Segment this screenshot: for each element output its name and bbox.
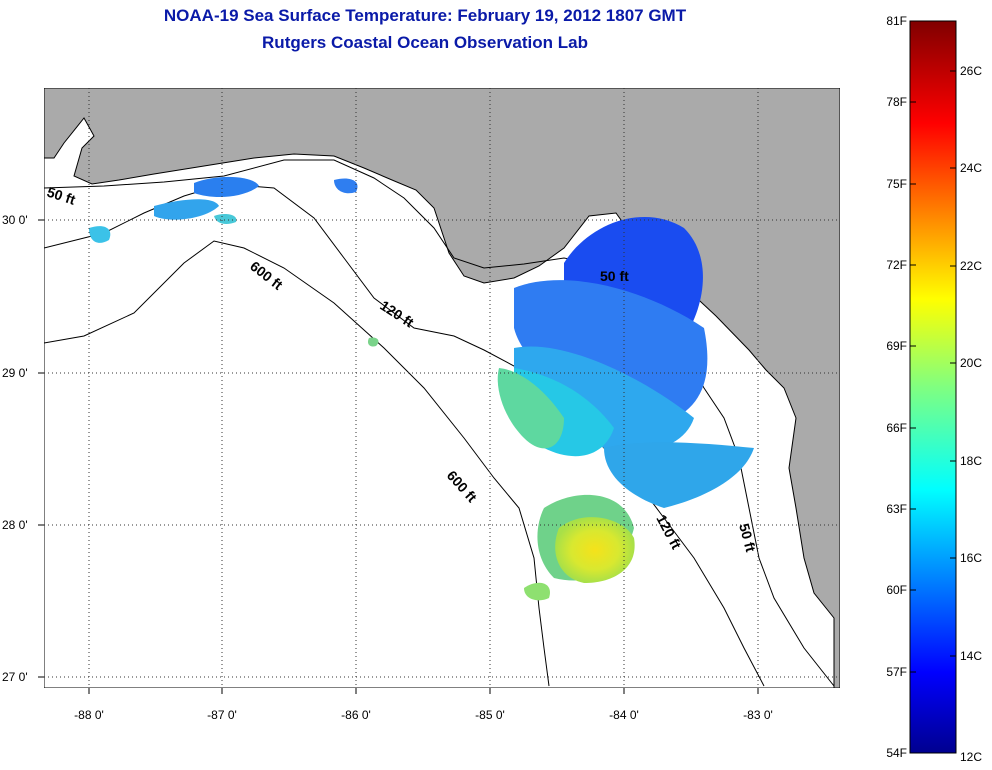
lat-tick-label: 30 0' [2, 213, 28, 227]
fahrenheit-label: 63F [886, 502, 907, 516]
lat-tick-label: 29 0' [2, 366, 28, 380]
celsius-label: 20C [960, 356, 982, 370]
axis-labels: 30 0' 29 0' 28 0' 27 0' -88 0' -87 0' -8… [2, 213, 773, 722]
lat-tick-label: 28 0' [2, 518, 28, 532]
fahrenheit-label: 60F [886, 583, 907, 597]
celsius-label: 26C [960, 64, 982, 78]
lon-tick-label: -87 0' [207, 708, 237, 722]
contour-label: 50 ft [736, 522, 759, 554]
lon-tick-label: -88 0' [74, 708, 104, 722]
lon-tick-label: -86 0' [341, 708, 371, 722]
fahrenheit-label: 75F [886, 177, 907, 191]
celsius-label: 16C [960, 551, 982, 565]
graticule [44, 88, 840, 688]
lat-tick-label: 27 0' [2, 670, 28, 684]
fahrenheit-label: 69F [886, 339, 907, 353]
contour-line-50ft [44, 159, 835, 687]
sst-map: 50 ft 600 ft 120 ft 50 ft 600 ft 120 ft … [44, 88, 840, 688]
map-title: NOAA-19 Sea Surface Temperature: Februar… [163, 6, 687, 25]
celsius-label: 14C [960, 649, 982, 663]
celsius-label: 22C [960, 259, 982, 273]
celsius-label: 24C [960, 161, 982, 175]
sst-data-layer [89, 176, 754, 601]
fahrenheit-label: 78F [886, 95, 907, 109]
celsius-label: 12C [960, 750, 982, 764]
fahrenheit-label: 57F [886, 665, 907, 679]
lon-tick-label: -85 0' [475, 708, 505, 722]
fahrenheit-label: 54F [886, 746, 907, 760]
celsius-label: 18C [960, 454, 982, 468]
fahrenheit-label: 66F [886, 421, 907, 435]
lon-tick-label: -84 0' [609, 708, 639, 722]
fahrenheit-label: 72F [886, 258, 907, 272]
contour-line-600ft [44, 240, 550, 687]
lon-tick-label: -83 0' [743, 708, 773, 722]
colorbar-gradient [909, 20, 957, 754]
colorbar: 81F 78F 75F 72F 69F 66F 63F 60F 57F 54F … [886, 14, 982, 764]
contour-label: 50 ft [600, 268, 629, 284]
fahrenheit-label: 81F [886, 14, 907, 28]
map-subtitle: Rutgers Coastal Ocean Observation Lab [262, 33, 588, 52]
